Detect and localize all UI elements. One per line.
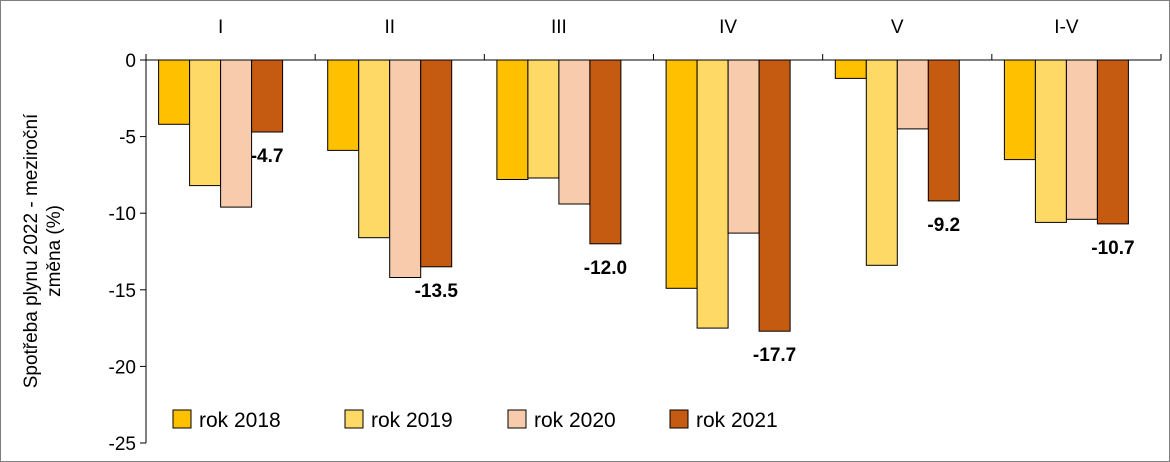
legend: rok 2018 rok 2019 rok 2020 rok 2021: [172, 409, 778, 432]
category-label: IV: [719, 17, 737, 38]
category-label: III: [551, 17, 567, 38]
bar-rok-2021-V: [927, 59, 960, 202]
legend-swatch: [172, 409, 192, 429]
bar-rok-2021-I: [251, 59, 284, 133]
y-axis-title-line: změna (%): [44, 205, 65, 297]
bar-rok-2019-III: [527, 59, 560, 179]
bar-rok-2021-I-V: [1096, 59, 1129, 225]
bar-rok-2018-III: [496, 59, 529, 180]
bar-rok-2018-V: [834, 59, 867, 79]
bar-rok-2020-IV: [727, 59, 760, 234]
bar-rok-2020-I: [220, 59, 253, 208]
bar-rok-2020-V: [896, 59, 929, 130]
category-label: I-V: [1054, 17, 1079, 38]
data-label: -9.2: [927, 215, 960, 236]
bar-rok-2019-IV: [696, 59, 729, 329]
bar-rok-2018-I: [158, 59, 191, 125]
data-label: -12.0: [584, 258, 627, 279]
category-label: I: [218, 17, 223, 38]
bar-rok-2020-III: [558, 59, 591, 205]
y-tick-label: -5: [119, 128, 136, 149]
y-axis-title-line: Spotřeba plynu 2022 - meziroční: [21, 113, 42, 388]
category-label: V: [891, 17, 904, 38]
legend-label: rok 2019: [371, 409, 453, 432]
axes-layer: [140, 54, 1162, 444]
data-label: -17.7: [753, 345, 796, 366]
legend-label: rok 2018: [199, 409, 281, 432]
legend-swatch: [507, 409, 527, 429]
legend-label: rok 2020: [534, 409, 616, 432]
y-tick-label: -25: [109, 434, 136, 455]
bar-rok-2018-IV: [665, 59, 698, 289]
bar-rok-2020-I-V: [1065, 59, 1098, 220]
legend-swatch: [669, 409, 689, 429]
y-tick-label: -20: [109, 357, 136, 378]
y-axis-title: Spotřeba plynu 2022 - meziroční změna (%): [21, 113, 65, 388]
bars-layer: [158, 59, 1129, 332]
data-label: -10.7: [1091, 238, 1134, 259]
data-label: -13.5: [415, 281, 459, 302]
bar-rok-2021-III: [589, 59, 622, 245]
bar-rok-2021-IV: [758, 59, 791, 332]
y-tick-label: 0: [125, 51, 136, 72]
bar-rok-2018-II: [327, 59, 360, 151]
y-tick-label: -15: [109, 281, 136, 302]
labels-layer: 0-5-10-15-20-25I II III IV V I-V-4.7-13.5-12.…: [109, 17, 1135, 455]
bar-rok-2019-I-V: [1034, 59, 1067, 223]
bar-rok-2020-II: [389, 59, 422, 278]
bar-rok-2019-I: [189, 59, 222, 187]
data-label: -4.7: [251, 146, 284, 167]
bar-rok-2021-II: [420, 59, 453, 268]
y-tick-label: -10: [109, 204, 136, 225]
bar-rok-2018-I-V: [1003, 59, 1036, 161]
category-label: II: [384, 17, 395, 38]
bar-rok-2019-V: [865, 59, 898, 266]
legend-swatch: [344, 409, 364, 429]
bar-rok-2019-II: [358, 59, 391, 239]
legend-label: rok 2021: [696, 409, 778, 432]
